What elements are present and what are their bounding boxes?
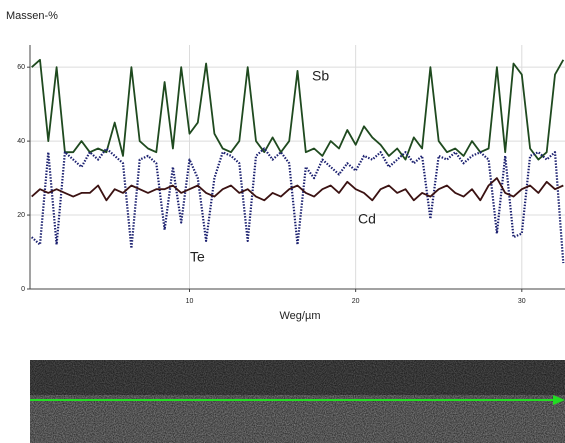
series-line bbox=[30, 147, 565, 264]
micrograph bbox=[30, 360, 565, 443]
x-tick-label: 20 bbox=[352, 298, 360, 305]
series-label: Sb bbox=[312, 68, 329, 84]
micrograph-texture bbox=[30, 360, 565, 443]
y-tick-label: 40 bbox=[17, 138, 25, 145]
series-line bbox=[31, 177, 564, 202]
chart-title: Massen-% bbox=[6, 10, 58, 22]
y-tick-label: 20 bbox=[17, 212, 25, 219]
micrograph-shade bbox=[30, 360, 565, 395]
series-label: Cd bbox=[358, 211, 376, 227]
y-tick-label: 0 bbox=[21, 286, 25, 293]
series-line bbox=[31, 58, 565, 161]
scan-arrow bbox=[553, 395, 565, 405]
x-tick-label: 10 bbox=[186, 298, 194, 305]
x-axis-label: Weg/µm bbox=[280, 310, 321, 322]
series-label: Te bbox=[190, 249, 205, 265]
x-tick-label: 30 bbox=[518, 298, 526, 305]
y-tick-label: 60 bbox=[17, 64, 25, 71]
